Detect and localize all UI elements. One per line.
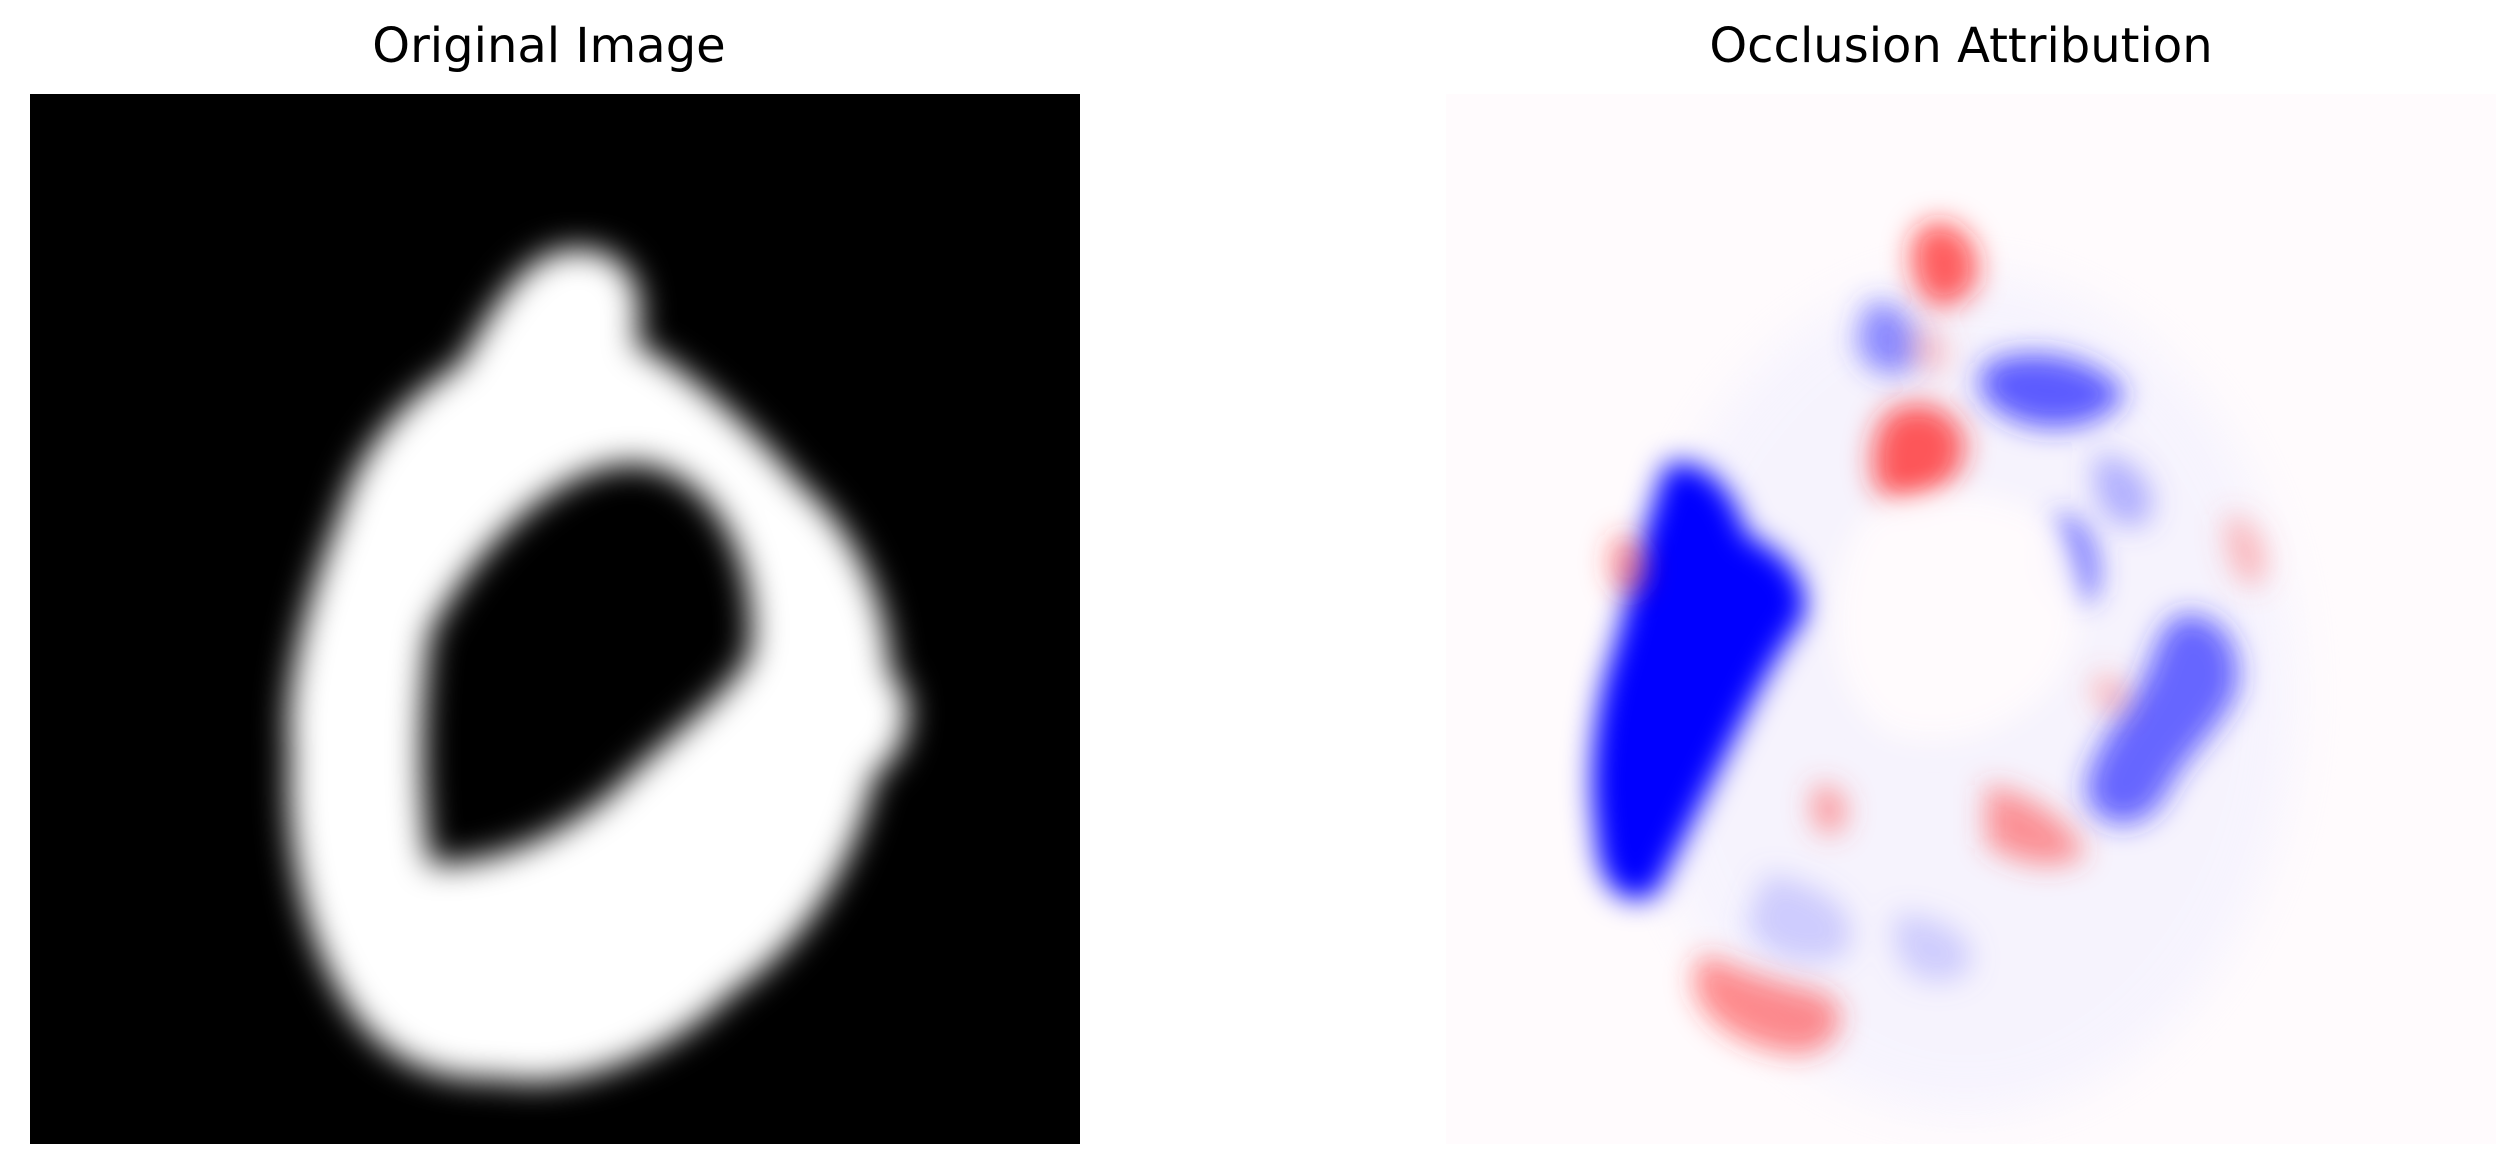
occlusion-attribution-title: Occlusion Attribution — [1709, 18, 2213, 74]
digit-stroke — [288, 248, 908, 1083]
attribution-heatmap — [1446, 94, 2496, 1144]
positive-attribution-regions — [1608, 222, 2267, 1054]
occlusion-attribution-panel: Occlusion Attribution — [1415, 0, 2514, 1166]
attribution-map — [1446, 94, 2496, 1144]
neutral-center — [1833, 492, 2082, 742]
original-image-panel: Original Image — [0, 0, 1120, 1166]
original-image-title: Original Image — [372, 18, 726, 74]
digit-zero-image — [30, 94, 1080, 1144]
negative-attribution-regions — [1591, 302, 2239, 982]
original-image — [30, 94, 1080, 1144]
